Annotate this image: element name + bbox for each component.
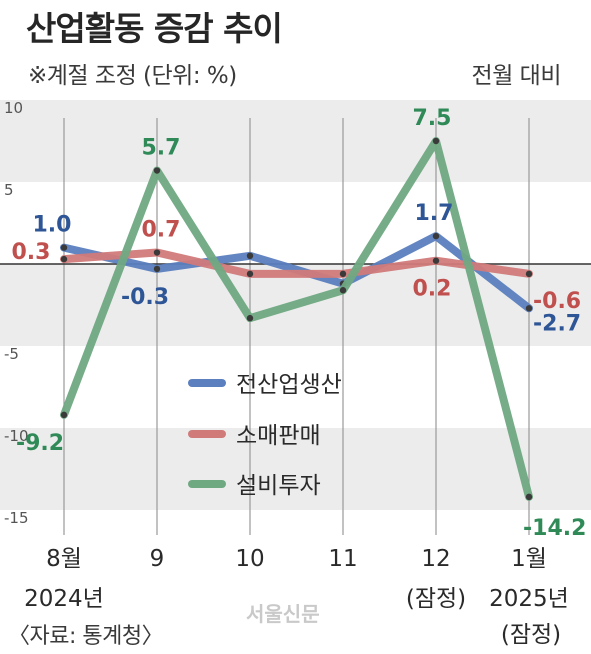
newspaper-credit: 서울신문 [246, 602, 320, 626]
data-labels: 1.0 -0.3 1.7 -2.7 0.3 0.7 0.2 -0.6 -9.2 5.7 7.5 -14… [12, 106, 587, 541]
x-tick-sublabel: (잠정) [406, 586, 466, 612]
data-point [432, 232, 440, 240]
data-point [432, 137, 440, 145]
series-line [60, 232, 533, 313]
x-tick-label: 8월 [46, 546, 82, 572]
data-label: -0.6 [533, 289, 581, 314]
data-point [339, 270, 347, 278]
data-point [153, 167, 161, 174]
data-label: 0.7 [142, 218, 181, 243]
x-tick-label: 10 [235, 546, 264, 572]
x-tick-sublabel: (잠정) [501, 622, 561, 648]
data-label: 1.0 [33, 213, 72, 238]
chart-title: 산업활동 증감 추이 [26, 9, 283, 48]
data-label: 0.3 [12, 240, 51, 265]
data-point [60, 411, 68, 419]
data-label: 5.7 [142, 136, 181, 161]
legend-label: 설비투자 [236, 473, 321, 499]
data-point [60, 255, 68, 263]
data-point [525, 270, 533, 278]
y-tick-label: -10 [4, 427, 29, 445]
data-point [432, 257, 440, 264]
data-point [246, 252, 254, 259]
y-tick-label: -5 [4, 345, 19, 363]
data-point [525, 493, 533, 501]
y-tick-label: 5 [4, 181, 14, 199]
data-label: 7.5 [413, 106, 452, 131]
x-tick-sublabel: 2025년 [489, 586, 569, 612]
data-label: 1.7 [415, 201, 454, 226]
data-point [246, 270, 254, 278]
data-point [153, 265, 161, 273]
x-tick-label: 1월 [511, 546, 547, 572]
grid-band [0, 428, 591, 510]
data-label: -9.2 [16, 431, 64, 456]
x-axis-labels: 8월 2024년 9 10 11 12 (잠정) 1월 2025년 (잠정) [24, 546, 569, 648]
series-line [60, 248, 533, 278]
data-label: 0.2 [413, 277, 452, 302]
series-line [60, 137, 533, 501]
data-source: 〈자료: 통계청〉 [8, 624, 164, 649]
grid-band [0, 100, 591, 182]
data-point [246, 314, 254, 322]
x-tick-label: 11 [328, 546, 357, 572]
data-label: -0.3 [121, 285, 169, 310]
x-tick-label: 9 [150, 546, 165, 572]
data-point [339, 287, 347, 294]
y-tick-label: -15 [4, 509, 29, 527]
legend-label: 소매판매 [236, 423, 321, 449]
y-axis-ticks: 10 5 -5 -10 -15 [4, 99, 29, 527]
legend-label: 전산업생산 [236, 372, 342, 398]
unit-note: ※계절 조정 (단위: %) [28, 63, 237, 89]
data-label: -2.7 [533, 311, 581, 336]
data-point [525, 305, 533, 312]
x-tick-label: 12 [421, 546, 450, 572]
y-tick-label: 10 [4, 99, 23, 117]
comparison-label: 전월 대비 [471, 63, 562, 89]
data-label: -14.2 [523, 516, 586, 541]
data-point [153, 249, 161, 256]
data-point [60, 244, 68, 251]
series-lines [60, 137, 533, 501]
category-guide-lines [63, 118, 530, 535]
x-tick-sublabel: 2024년 [24, 586, 104, 612]
